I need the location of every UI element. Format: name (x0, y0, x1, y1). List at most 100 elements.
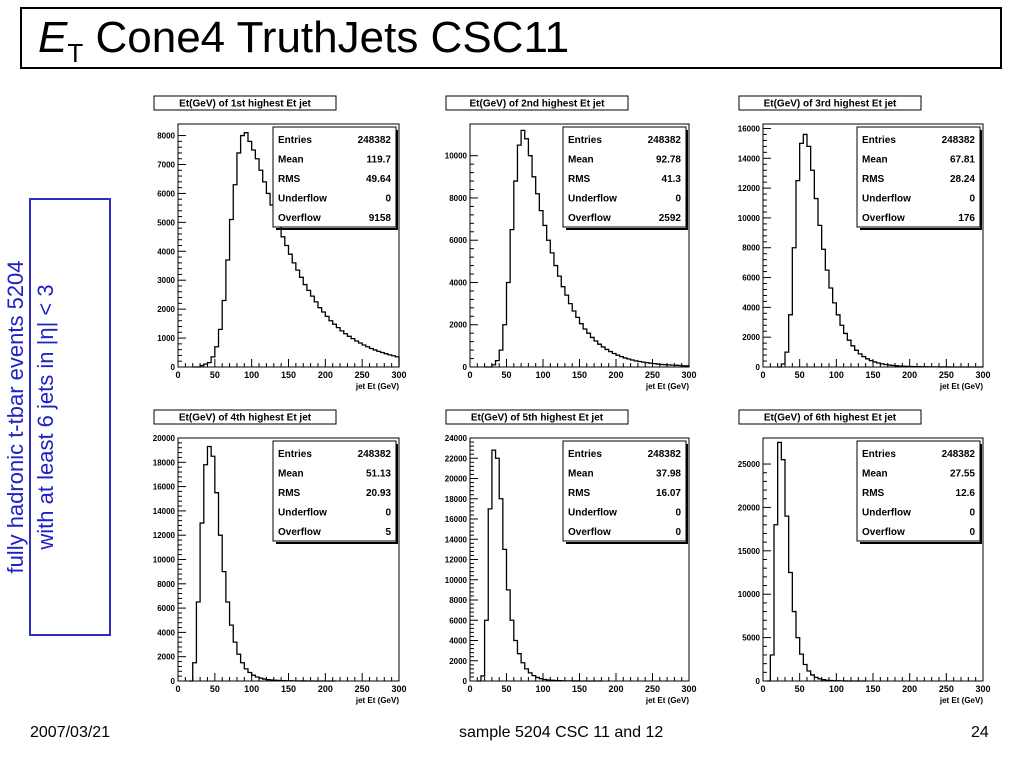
histogram-bin (528, 156, 532, 367)
stats-box-frame (562, 440, 687, 542)
y-tick-label: 6000 (449, 616, 467, 625)
histogram-bin (572, 311, 576, 367)
y-tick-label: 6000 (157, 189, 175, 198)
y-tick-label: 18000 (153, 458, 176, 467)
histogram-bin (807, 146, 811, 367)
stats-value: 2592 (659, 213, 682, 224)
histogram-bin (366, 347, 370, 367)
y-tick-label: 15000 (738, 547, 761, 556)
stats-value: 248382 (942, 135, 976, 146)
histogram-bin (803, 134, 807, 367)
stats-value: 20.93 (366, 488, 391, 499)
slide-title: ET Cone4 TruthJets CSC11 (38, 13, 569, 68)
histogram-bin (377, 351, 381, 367)
footer-sample: sample 5204 CSC 11 and 12 (459, 724, 664, 741)
histogram-bin (583, 329, 587, 367)
stats-label: Overflow (862, 527, 905, 538)
x-tick-label: 150 (572, 370, 587, 380)
stats-label: Entries (278, 135, 312, 146)
x-tick-label: 0 (467, 370, 472, 380)
histogram-bin (329, 321, 333, 367)
y-tick-label: 0 (171, 363, 176, 372)
histogram-bin (351, 339, 355, 367)
x-tick-label: 150 (865, 370, 880, 380)
stats-label: RMS (862, 174, 885, 185)
stats-value: 0 (969, 527, 975, 538)
y-tick-label: 8000 (449, 194, 467, 203)
x-tick-label: 50 (501, 370, 511, 380)
y-tick-label: 4000 (449, 637, 467, 646)
stats-label: Mean (278, 155, 304, 166)
x-tick-label: 100 (244, 684, 259, 694)
stats-label: Mean (278, 469, 304, 480)
x-tick-label: 250 (645, 370, 660, 380)
stats-value: 0 (675, 508, 681, 519)
stats-value: 49.64 (366, 174, 391, 185)
histogram-bin (362, 345, 366, 367)
histogram-panel-2: Et(GeV) of 2nd highest Et jet 0 50 100 150 20… (445, 95, 697, 391)
y-tick-label: 12000 (153, 531, 176, 540)
stats-box: Entries 248382 Mean 51.13 RMS 20.93 Underflow 0… (272, 440, 398, 544)
y-tick-label: 5000 (742, 634, 760, 643)
histogram-bin (561, 287, 565, 367)
y-tick-label: 4000 (449, 278, 467, 287)
x-axis-label: jet Et (GeV) (645, 382, 689, 391)
x-tick-label: 0 (760, 684, 765, 694)
y-tick-label: 10000 (445, 152, 468, 161)
histogram-line (192, 132, 400, 368)
stats-label: Underflow (862, 194, 911, 205)
stats-value: 92.78 (656, 155, 681, 166)
histogram-bin (554, 266, 558, 367)
histogram-title: Et(GeV) of 3rd highest Et jet (764, 99, 897, 110)
histogram-bin (318, 308, 322, 367)
y-tick-label: 6000 (449, 236, 467, 245)
x-tick-label: 50 (795, 684, 805, 694)
y-tick-label: 16000 (445, 515, 468, 524)
y-tick-label: 6000 (742, 274, 760, 283)
stats-box: Entries 248382 Mean 92.78 RMS 41.3 Underflow 0 O… (562, 126, 688, 230)
stats-value: 176 (958, 213, 975, 224)
title-text: Cone4 TruthJets CSC11 (83, 13, 570, 62)
x-tick-label: 200 (318, 684, 333, 694)
stats-label: Overflow (278, 213, 321, 224)
y-tick-label: 8000 (157, 132, 175, 141)
histogram-title: Et(GeV) of 4th highest Et jet (179, 413, 312, 424)
histogram-bin (565, 295, 569, 367)
histogram-panel-6: Et(GeV) of 6th highest Et jet 0 50 100 150 20… (738, 409, 991, 705)
x-tick-label: 100 (829, 370, 844, 380)
stats-label: Underflow (278, 508, 327, 519)
histogram-bin (336, 328, 340, 367)
histogram-bin (300, 277, 304, 367)
x-tick-label: 250 (355, 684, 370, 694)
histogram-bin (532, 177, 536, 367)
histogram-bin (248, 141, 252, 367)
x-tick-label: 50 (501, 684, 511, 694)
stats-value: 67.81 (950, 155, 975, 166)
histogram-bin (266, 193, 270, 367)
stats-value: 0 (675, 194, 681, 205)
stats-value: 16.07 (656, 488, 681, 499)
y-tick-label: 10000 (153, 556, 176, 565)
x-tick-label: 300 (975, 370, 990, 380)
histogram-title-box (738, 95, 922, 111)
stats-box: Entries 248382 Mean 27.55 RMS 12.6 Underflow 0 O… (856, 440, 982, 544)
x-tick-label: 250 (939, 684, 954, 694)
histogram-bin (322, 312, 326, 367)
y-tick-label: 2000 (157, 653, 175, 662)
histogram-bin (255, 159, 259, 367)
y-tick-label: 16000 (153, 483, 176, 492)
y-tick-label: 18000 (445, 495, 468, 504)
stats-value: 119.7 (367, 155, 392, 166)
y-tick-label: 8000 (157, 580, 175, 589)
stats-value: 0 (675, 527, 681, 538)
histogram-bin (277, 227, 281, 367)
histogram-bin (314, 302, 318, 367)
stats-label: Overflow (568, 213, 611, 224)
slide-title-box: ET Cone4 TruthJets CSC11 (20, 7, 1002, 69)
histogram-bin (598, 344, 602, 367)
histogram-bin (303, 285, 307, 367)
y-tick-label: 2000 (742, 333, 760, 342)
histogram-bin (594, 341, 598, 367)
histogram-line (766, 441, 866, 682)
x-tick-label: 0 (175, 684, 180, 694)
